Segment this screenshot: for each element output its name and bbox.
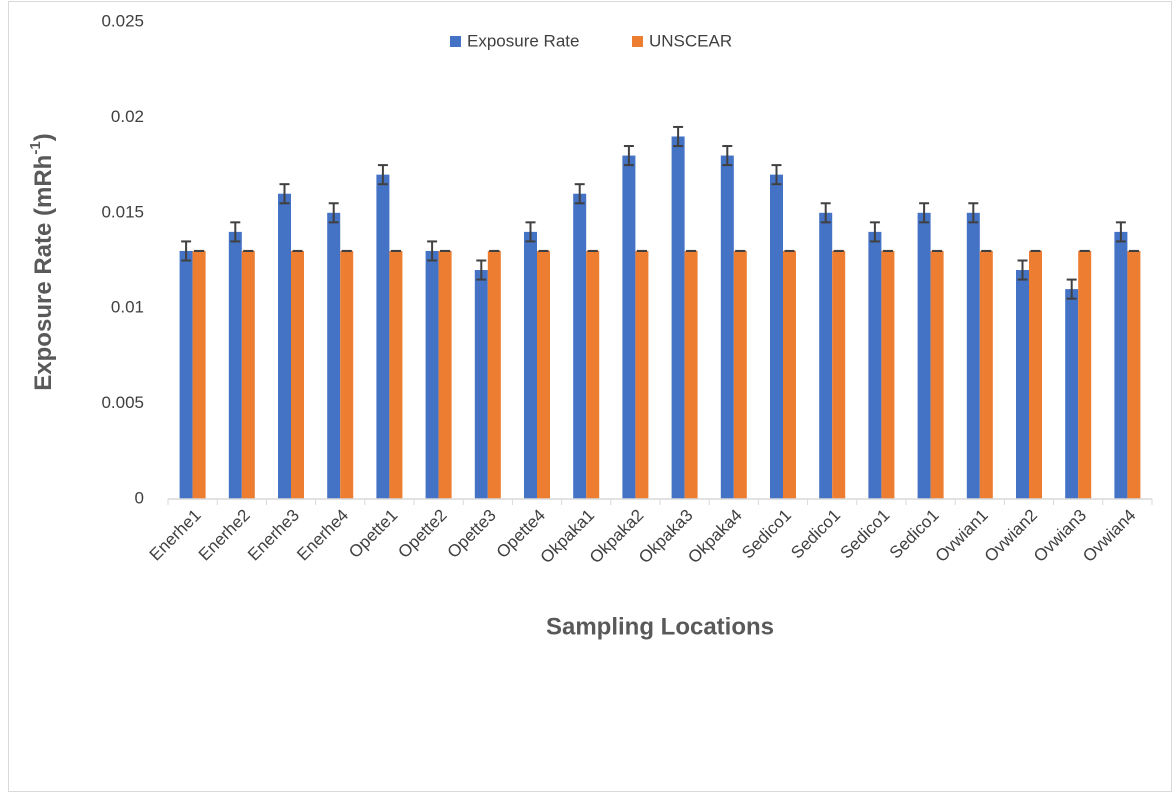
y-axis-title-text: Exposure Rate (mRh [30,155,57,391]
bar [425,250,439,499]
bar [930,250,944,499]
error-bar [181,240,192,262]
bar [537,250,550,499]
error-bar [673,125,684,148]
bar [1065,289,1079,499]
bar [832,250,846,499]
bar [1029,250,1042,499]
bar [327,212,341,500]
bar [376,174,390,499]
bar [881,250,895,499]
bar [524,231,537,499]
error-bar [820,202,831,224]
bar [733,250,747,499]
legend-swatch [632,36,643,47]
error-bar [328,202,339,224]
error-bar [427,240,438,262]
bar [622,155,636,499]
bar [1114,231,1128,499]
error-bar [771,164,782,186]
bar [720,155,734,499]
legend-swatch [450,36,461,47]
error-bar [1115,221,1126,243]
bar [228,231,242,499]
bar [917,212,931,500]
y-axis-title-suffix: ) [30,133,57,141]
y-tick-label: 0.005 [101,393,144,412]
bar [770,174,783,499]
y-tick-label: 0.025 [101,11,144,30]
bar [1127,250,1141,499]
error-bar [623,145,634,167]
bar [586,250,600,499]
bar [487,250,501,499]
x-axis-title: Sampling Locations [546,613,774,640]
error-bar [230,221,241,243]
bar [192,250,206,499]
error-bar [1017,259,1028,281]
bar [340,250,354,499]
y-tick-label: 0 [135,488,144,507]
bar [241,250,255,499]
bar [389,250,403,499]
error-bar [525,221,536,243]
error-bar [869,221,880,243]
error-bar [279,183,290,205]
y-tick-label: 0.01 [111,298,144,317]
error-bar [722,145,733,167]
bar [819,212,833,500]
bar [573,193,587,499]
bar [1016,270,1029,499]
y-axis-title-sup: -1 [27,141,44,154]
error-bar [574,183,585,205]
error-bar [968,202,979,224]
bar [474,270,488,499]
y-axis-title: Exposure Rate (mRh-1) [27,133,57,390]
bar [291,250,304,499]
error-bar [476,259,487,281]
error-bar [1066,278,1077,300]
bar [671,136,685,500]
bar [868,231,882,499]
bar [179,250,193,499]
bar [278,193,291,499]
bar [684,250,698,499]
bar [783,250,796,499]
error-bar [919,202,930,224]
error-bar [377,164,388,186]
legend-label: Exposure Rate [467,31,579,50]
bar [438,250,452,499]
bar [635,250,649,499]
bar [979,250,993,499]
bar [966,212,980,500]
y-tick-label: 0.015 [101,202,144,221]
y-tick-label: 0.02 [111,107,144,126]
legend-label: UNSCEAR [649,31,732,50]
bar [1078,250,1092,499]
